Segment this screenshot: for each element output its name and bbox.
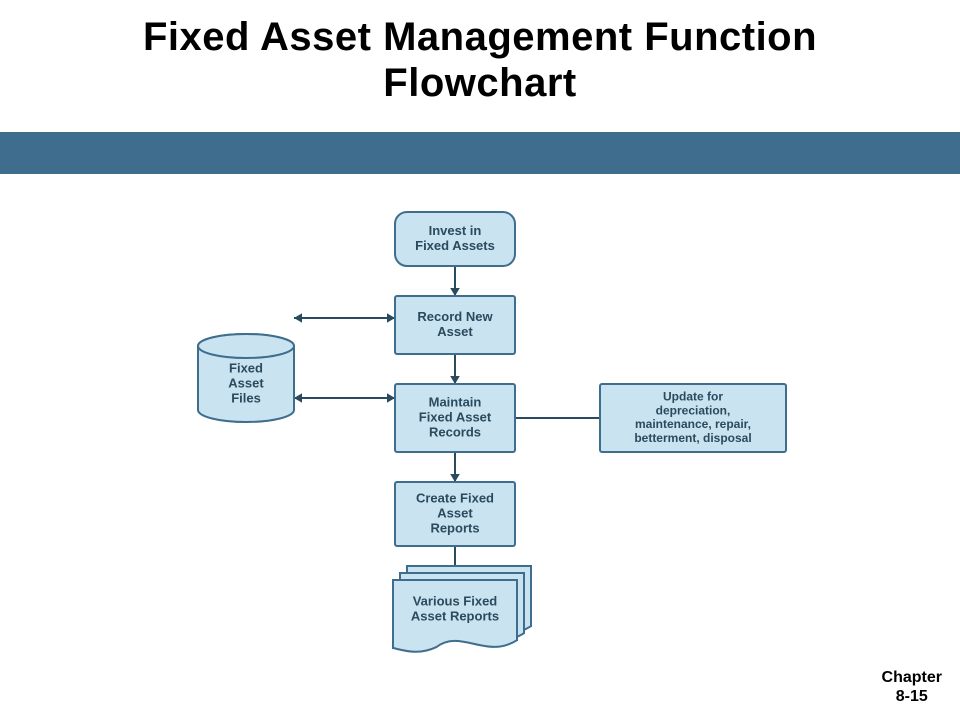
svg-text:Fixed Assets: Fixed Assets [415, 238, 495, 253]
svg-text:Fixed Asset: Fixed Asset [419, 409, 492, 424]
svg-text:Invest in: Invest in [429, 223, 482, 238]
node-create: Create FixedAssetReports [395, 482, 515, 546]
svg-text:Asset: Asset [437, 505, 473, 520]
svg-text:Asset Reports: Asset Reports [411, 608, 499, 623]
node-files: FixedAssetFiles [198, 334, 294, 422]
svg-text:Create Fixed: Create Fixed [416, 490, 494, 505]
svg-text:Files: Files [231, 390, 261, 405]
node-maintain: MaintainFixed AssetRecords [395, 384, 515, 452]
svg-text:Records: Records [429, 424, 481, 439]
svg-text:Various Fixed: Various Fixed [413, 593, 498, 608]
footer-line1: Chapter [882, 669, 942, 686]
footer: Chapter 8-15 [882, 669, 942, 706]
node-record: Record NewAsset [395, 296, 515, 354]
svg-text:Maintain: Maintain [429, 394, 482, 409]
node-update: Update fordepreciation,maintenance, repa… [600, 384, 786, 452]
svg-text:Asset: Asset [228, 375, 264, 390]
svg-text:betterment, disposal: betterment, disposal [634, 431, 751, 445]
svg-text:Record New: Record New [417, 309, 493, 324]
svg-text:Reports: Reports [430, 520, 479, 535]
flowchart: Invest inFixed AssetsRecord NewAssetMain… [0, 0, 960, 720]
node-reports: Various FixedAsset Reports [393, 566, 531, 652]
svg-text:depreciation,: depreciation, [656, 403, 731, 417]
svg-text:Asset: Asset [437, 324, 473, 339]
node-invest: Invest inFixed Assets [395, 212, 515, 266]
slide: Fixed Asset Management Function Flowchar… [0, 0, 960, 720]
svg-text:Update for: Update for [663, 389, 723, 403]
svg-text:Fixed: Fixed [229, 360, 263, 375]
footer-line2: 8-15 [896, 688, 928, 705]
svg-text:maintenance, repair,: maintenance, repair, [635, 417, 751, 431]
